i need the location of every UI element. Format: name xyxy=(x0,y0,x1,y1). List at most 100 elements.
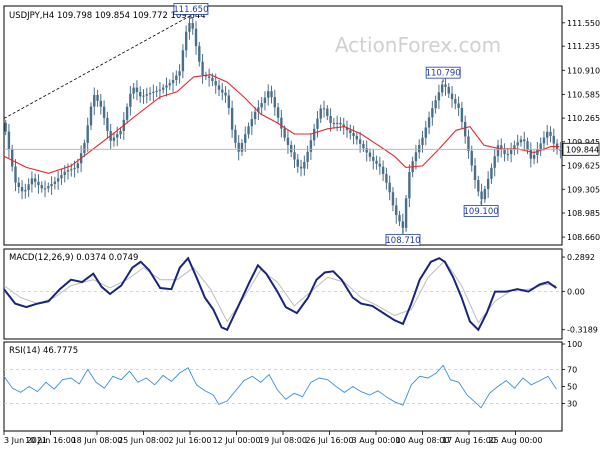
price-bar-body xyxy=(116,134,119,138)
price-bar-body xyxy=(352,133,355,136)
price-tick-label: 109.625 xyxy=(567,162,600,171)
macd-panel: MACD(12,26,9) 0.0374 0.0749 0.2892 0.00 -0… xyxy=(3,248,598,340)
price-bar-body xyxy=(496,145,500,157)
price-bar-body xyxy=(93,94,96,107)
price-bar-body xyxy=(70,169,73,171)
price-bar-body xyxy=(152,91,155,93)
price-bar-body xyxy=(171,79,175,84)
price-bar-body xyxy=(240,142,244,152)
price-bar-body xyxy=(89,106,93,126)
price-bar-body xyxy=(198,46,201,62)
price-bar-body xyxy=(253,111,257,120)
price-bar-body xyxy=(280,117,283,129)
price-bar-body xyxy=(306,151,309,162)
price-bar-body xyxy=(349,130,352,134)
price-bar-body xyxy=(4,122,7,132)
macd-y-axis: 0.2892 0.00 -0.3189 xyxy=(4,253,598,335)
price-bar-body xyxy=(83,142,86,154)
price-bar-body xyxy=(526,141,529,150)
price-bar-body xyxy=(391,192,395,206)
price-bar-body xyxy=(99,100,103,107)
rsi-tick-label: 30 xyxy=(567,400,577,409)
price-bar-body xyxy=(375,160,378,164)
time-tick-label: 10 Jun 16:00 xyxy=(25,436,76,445)
time-tick-label: 25 Aug 00:00 xyxy=(489,436,543,445)
price-bar-body xyxy=(418,144,421,153)
price-bar-body xyxy=(96,94,99,101)
price-bar-body xyxy=(312,128,316,141)
price-bar-body xyxy=(437,92,441,101)
price-bar-body xyxy=(53,181,57,184)
price-bar-body xyxy=(421,137,424,145)
price-bar-body xyxy=(299,166,303,169)
price-bar-body xyxy=(385,173,388,183)
price-bar-body xyxy=(309,140,313,152)
price-bar-body xyxy=(86,125,89,143)
macd-tick-label: 0.00 xyxy=(567,288,585,297)
price-bar-body xyxy=(480,191,483,200)
price-bar-body xyxy=(457,103,460,108)
rsi-tick-label: 100 xyxy=(567,340,582,349)
price-tick-label: 109.305 xyxy=(567,185,600,194)
price-bar-body xyxy=(214,81,217,86)
moving-average-line xyxy=(3,74,560,174)
price-bar-body xyxy=(276,107,280,118)
price-bar-body xyxy=(11,149,14,167)
price-bar-body xyxy=(60,175,63,179)
price-bar-body xyxy=(450,93,454,100)
price-bar-body xyxy=(316,118,319,129)
price-bar-body xyxy=(493,156,496,168)
price-bar-body xyxy=(342,124,345,128)
price-bar-body xyxy=(37,181,40,186)
price-bar-body xyxy=(158,89,162,91)
price-bar-body xyxy=(506,154,510,156)
price-bar-body xyxy=(165,85,168,88)
price-bar-body xyxy=(247,126,250,135)
price-tick-label: 110.585 xyxy=(567,90,600,99)
price-bar-body xyxy=(523,139,526,142)
price-title: USDJPY,H4 109.798 109.854 109.772 109.84… xyxy=(9,11,206,21)
price-bar-body xyxy=(339,122,342,125)
price-bar-body xyxy=(211,77,214,82)
price-bar-body xyxy=(509,149,513,155)
price-y-axis: 111.550 111.235 110.910 110.585 110.265 109.9… xyxy=(562,19,600,242)
time-tick-label: 3 Jun 2021 xyxy=(4,436,47,445)
price-bar-body xyxy=(447,86,450,94)
price-bar-body xyxy=(142,95,145,97)
price-bar-body xyxy=(319,108,322,119)
price-bar-body xyxy=(283,128,286,138)
price-bar-body xyxy=(427,117,431,128)
price-bar-body xyxy=(132,87,135,94)
price-bar-body xyxy=(542,137,546,144)
price-bar-body xyxy=(414,152,418,162)
price-bar-body xyxy=(519,139,523,143)
price-bar-body xyxy=(358,139,362,144)
price-bar-body xyxy=(263,97,267,104)
price-bar-body xyxy=(76,163,80,169)
price-tick-label: 111.235 xyxy=(567,42,600,51)
price-bar-body xyxy=(139,91,142,97)
price-bar-body xyxy=(296,159,299,167)
price-bar-body xyxy=(362,143,365,149)
price-bar-body xyxy=(408,172,411,199)
rsi-panel: RSI(14) 46.7775 100 70 50 30 xyxy=(3,340,582,432)
price-annotations: 111.650 108.710 110.790 109.100 xyxy=(173,3,499,246)
price-bar-body xyxy=(161,87,165,90)
price-bar-body xyxy=(454,99,457,104)
price-bar-body xyxy=(188,23,191,32)
macd-tick-label: 0.2892 xyxy=(567,253,595,262)
price-bar-body xyxy=(260,103,263,108)
price-bar-body xyxy=(290,144,293,153)
price-bar-body xyxy=(250,119,254,127)
price-bar-body xyxy=(7,131,11,150)
time-tick-label: 2 Jul 16:00 xyxy=(169,436,212,445)
rsi-line xyxy=(3,364,557,409)
rsi-tick-label: 50 xyxy=(567,383,577,392)
price-annotation-label: 108.710 xyxy=(385,236,420,246)
price-bar-body xyxy=(194,28,198,47)
price-tick-label: 108.985 xyxy=(567,209,600,218)
price-bar-body xyxy=(14,166,17,183)
price-bar-body xyxy=(135,87,139,92)
rsi-tick-label: 70 xyxy=(567,366,577,375)
